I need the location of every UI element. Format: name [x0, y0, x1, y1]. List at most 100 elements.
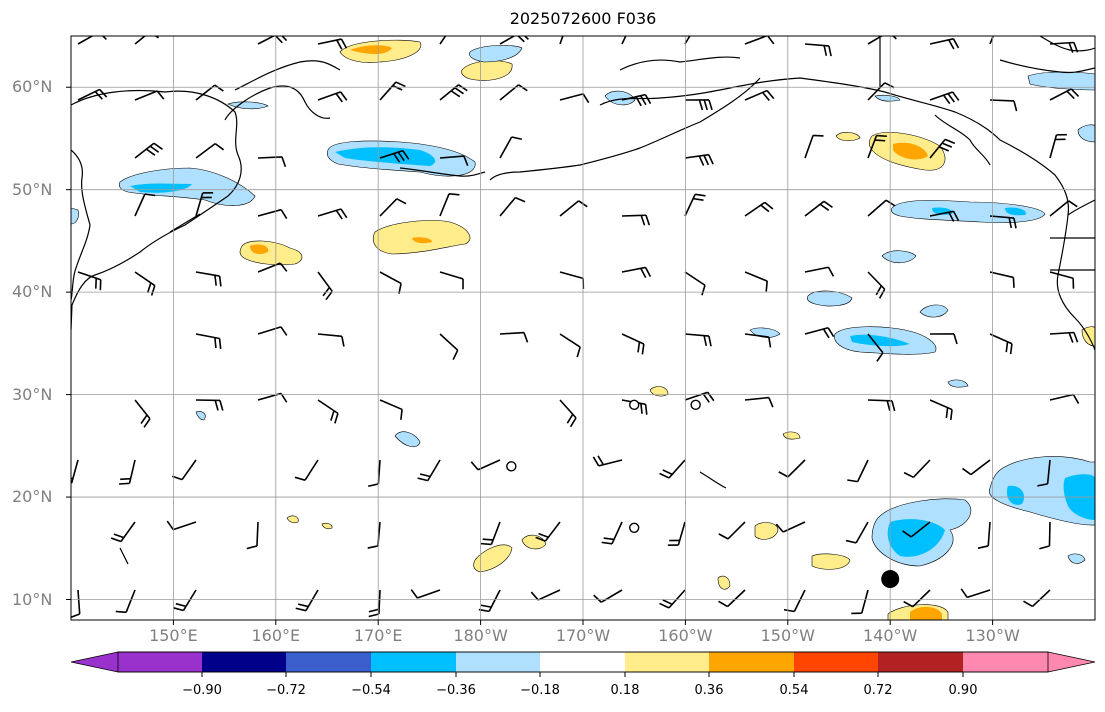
- wind-barb: [929, 138, 956, 159]
- shade-region: [874, 94, 901, 102]
- wind-barb: [867, 399, 896, 412]
- wind-barb: [77, 36, 107, 45]
- wind-barb: [317, 91, 348, 103]
- shade-region: [806, 290, 853, 307]
- wind-barb: [867, 134, 887, 159]
- wind-barb: [257, 156, 287, 168]
- shade-region: [372, 220, 471, 255]
- shade-region: [717, 575, 731, 590]
- markers: [506, 399, 900, 589]
- wind-barb: [744, 271, 769, 292]
- wind-barb: [1049, 88, 1080, 101]
- coastline: [399, 167, 486, 177]
- wind-barb: [171, 459, 197, 481]
- lon-label: 180°W: [453, 626, 508, 645]
- wind-barb: [195, 399, 224, 411]
- colorbar-bin: [286, 652, 371, 672]
- wind-barb: [593, 589, 623, 603]
- colorbar-bin: [118, 652, 202, 672]
- wind-barb: [684, 99, 713, 111]
- wind-barb: [684, 271, 706, 296]
- lat-label: 50°N: [12, 179, 53, 199]
- wind-barb: [667, 521, 686, 546]
- map-title: 2025072600 F036: [509, 9, 657, 28]
- wind-barb: [134, 399, 151, 428]
- wind-barb: [368, 459, 381, 488]
- coastline: [1067, 199, 1095, 216]
- shade-region: [473, 544, 513, 573]
- wind-barb: [379, 198, 407, 217]
- wind-barb: [559, 399, 577, 428]
- lon-label: 160°E: [251, 626, 301, 645]
- shade-region: [947, 379, 969, 388]
- wind-barb: [559, 93, 590, 104]
- shade-region: [893, 142, 928, 160]
- wind-barb: [847, 459, 869, 483]
- wind-barb: [559, 333, 581, 358]
- wind-barb: [195, 271, 222, 287]
- wind-barb: [166, 520, 197, 531]
- wind-barb: [961, 459, 991, 476]
- colorbar-bin: [709, 652, 794, 672]
- wind-barb: [470, 459, 501, 471]
- wind-barb: [559, 36, 564, 45]
- wind-barb: [379, 399, 403, 420]
- wind-barb: [317, 271, 333, 301]
- lon-label: 130°W: [965, 626, 1020, 645]
- wind-barb: [804, 134, 824, 159]
- wind-barb: [115, 589, 136, 614]
- calm-wind-circle: [629, 522, 640, 533]
- wind-barb: [684, 391, 715, 403]
- shade-region: [910, 606, 942, 620]
- wind-barb: [903, 459, 931, 479]
- lon-label: 150°E: [149, 626, 198, 645]
- shade-region: [250, 244, 269, 254]
- wind-barb: [417, 459, 441, 482]
- shade-region: [1027, 71, 1095, 91]
- colorbar-bin: [794, 652, 878, 672]
- axis-ticks: [66, 86, 994, 625]
- wind-barb: [929, 210, 960, 222]
- wind-barb: [744, 89, 775, 101]
- colorbar-label: −0.72: [266, 683, 306, 698]
- wind-barb: [977, 521, 991, 549]
- wind-barb: [317, 208, 348, 220]
- coastline: [934, 114, 991, 166]
- wind-barb: [317, 333, 345, 347]
- lon-label: 140°W: [863, 626, 918, 645]
- shade-region: [350, 45, 392, 54]
- coastline: [489, 77, 761, 181]
- colorbar-bin: [878, 652, 963, 672]
- wind-barb: [867, 271, 886, 299]
- colorbar-low-extend: [71, 652, 118, 672]
- coastline: [71, 149, 91, 301]
- colorbar-label: 0.36: [694, 683, 724, 698]
- wind-barb: [851, 589, 869, 615]
- wind-barb: [929, 399, 953, 421]
- wind-barb: [71, 589, 81, 619]
- shade-region: [649, 386, 669, 397]
- shade-region: [835, 132, 861, 142]
- wind-barb: [134, 271, 156, 296]
- wind-barb: [744, 396, 774, 408]
- anomaly-shading: [71, 39, 1095, 620]
- wind-barb: [903, 589, 931, 608]
- shade-region: [850, 334, 910, 347]
- shade-region: [754, 522, 779, 540]
- wind-barb: [845, 521, 869, 544]
- colorbar-label: −0.18: [520, 683, 560, 698]
- wind-barb: [744, 36, 775, 45]
- colorbar-label: 0.54: [779, 683, 809, 698]
- coastline: [119, 547, 129, 565]
- wind-barb: [783, 589, 806, 613]
- lat-label: 10°N: [12, 589, 53, 609]
- wind-barb: [804, 266, 835, 277]
- wind-barb: [134, 193, 156, 217]
- lon-label: 170°E: [353, 626, 403, 645]
- shade-region: [604, 90, 636, 106]
- calm-wind-circle: [629, 399, 640, 411]
- wind-barb: [257, 262, 288, 273]
- wind-barb: [1023, 589, 1051, 608]
- coastline: [169, 213, 201, 233]
- wind-barb: [621, 214, 651, 226]
